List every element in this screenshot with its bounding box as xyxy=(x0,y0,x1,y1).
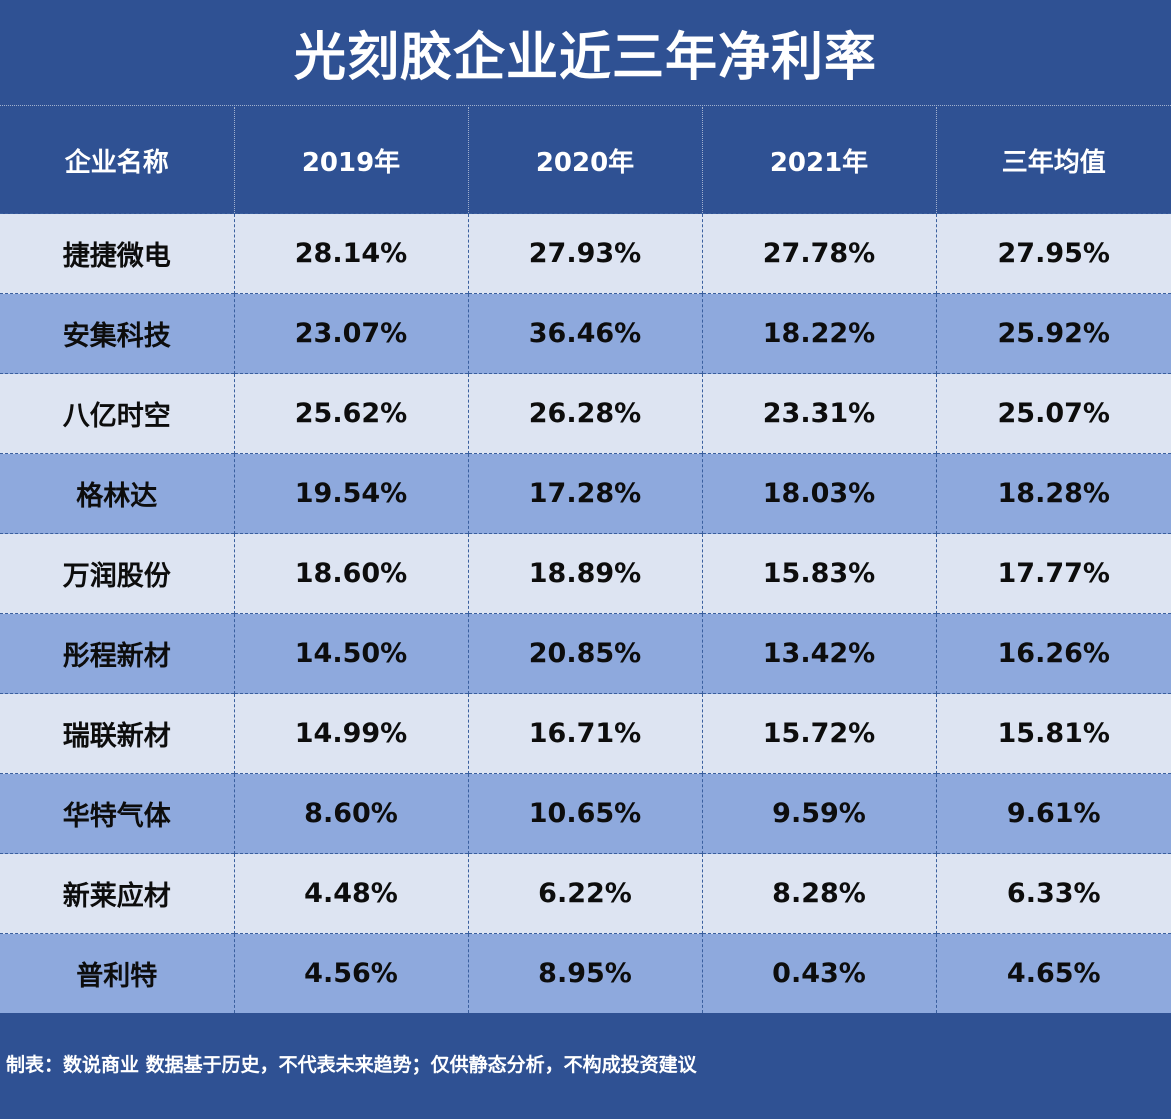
value-2020-cell: 10.65% xyxy=(467,773,702,854)
column-header-2020: 2020年 xyxy=(467,107,702,214)
value-average-cell: 18.28% xyxy=(935,453,1171,534)
value-average-cell: 9.61% xyxy=(935,773,1171,854)
value-average-cell: 27.95% xyxy=(935,213,1171,294)
table-row: 八亿时空 25.62% 26.28% 23.31% 25.07% xyxy=(0,373,1171,454)
value-2021-cell: 0.43% xyxy=(701,933,936,1013)
value-2019-cell: 19.54% xyxy=(233,453,468,534)
table-body: 捷捷微电 28.14% 27.93% 27.78% 27.95% 安集科技 23.07% 36… xyxy=(0,213,1171,1013)
table-row: 捷捷微电 28.14% 27.93% 27.78% 27.95% xyxy=(0,213,1171,294)
data-table: 企业名称 2019年 2020年 2021年 三年均值 捷捷微电 28.14% 27… xyxy=(0,107,1171,1013)
value-2020-cell: 6.22% xyxy=(467,853,702,934)
value-2021-cell: 23.31% xyxy=(701,373,936,454)
value-2020-cell: 18.89% xyxy=(467,533,702,614)
table-row: 瑞联新材 14.99% 16.71% 15.72% 15.81% xyxy=(0,693,1171,774)
chart-title: 光刻胶企业近三年净利率 xyxy=(293,28,877,88)
column-header-2019: 2019年 xyxy=(233,107,468,214)
table-header-row: 企业名称 2019年 2020年 2021年 三年均值 xyxy=(0,107,1171,214)
company-name-cell: 安集科技 xyxy=(0,293,234,374)
table-row: 安集科技 23.07% 36.46% 18.22% 25.92% xyxy=(0,293,1171,374)
value-2019-cell: 18.60% xyxy=(233,533,468,614)
value-2020-cell: 20.85% xyxy=(467,613,702,694)
value-2019-cell: 28.14% xyxy=(233,213,468,294)
company-name-cell: 彤程新材 xyxy=(0,613,234,694)
table-row: 万润股份 18.60% 18.89% 15.83% 17.77% xyxy=(0,533,1171,614)
value-2020-cell: 16.71% xyxy=(467,693,702,774)
company-name-cell: 新莱应材 xyxy=(0,853,234,934)
company-name-cell: 万润股份 xyxy=(0,533,234,614)
company-name-cell: 瑞联新材 xyxy=(0,693,234,774)
value-2021-cell: 18.22% xyxy=(701,293,936,374)
value-2021-cell: 9.59% xyxy=(701,773,936,854)
table-row: 彤程新材 14.50% 20.85% 13.42% 16.26% xyxy=(0,613,1171,694)
value-2019-cell: 8.60% xyxy=(233,773,468,854)
value-average-cell: 16.26% xyxy=(935,613,1171,694)
value-2021-cell: 13.42% xyxy=(701,613,936,694)
value-2020-cell: 17.28% xyxy=(467,453,702,534)
value-2019-cell: 4.56% xyxy=(233,933,468,1013)
value-2019-cell: 14.50% xyxy=(233,613,468,694)
table-row: 普利特 4.56% 8.95% 0.43% 4.65% xyxy=(0,933,1171,1013)
title-bar: 光刻胶企业近三年净利率 xyxy=(0,0,1171,106)
value-2019-cell: 23.07% xyxy=(233,293,468,374)
value-2020-cell: 26.28% xyxy=(467,373,702,454)
value-2021-cell: 8.28% xyxy=(701,853,936,934)
value-average-cell: 15.81% xyxy=(935,693,1171,774)
value-2019-cell: 25.62% xyxy=(233,373,468,454)
value-2019-cell: 14.99% xyxy=(233,693,468,774)
value-2019-cell: 4.48% xyxy=(233,853,468,934)
value-2020-cell: 27.93% xyxy=(467,213,702,294)
value-average-cell: 25.07% xyxy=(935,373,1171,454)
company-name-cell: 普利特 xyxy=(0,933,234,1013)
table-row: 新莱应材 4.48% 6.22% 8.28% 6.33% xyxy=(0,853,1171,934)
table-row: 华特气体 8.60% 10.65% 9.59% 9.61% xyxy=(0,773,1171,854)
value-2020-cell: 8.95% xyxy=(467,933,702,1013)
value-average-cell: 25.92% xyxy=(935,293,1171,374)
table-row: 格林达 19.54% 17.28% 18.03% 18.28% xyxy=(0,453,1171,534)
column-header-average: 三年均值 xyxy=(935,107,1171,214)
value-average-cell: 4.65% xyxy=(935,933,1171,1013)
company-name-cell: 捷捷微电 xyxy=(0,213,234,294)
company-name-cell: 华特气体 xyxy=(0,773,234,854)
value-average-cell: 6.33% xyxy=(935,853,1171,934)
column-header-company: 企业名称 xyxy=(0,107,234,214)
company-name-cell: 八亿时空 xyxy=(0,373,234,454)
value-2021-cell: 27.78% xyxy=(701,213,936,294)
column-header-2021: 2021年 xyxy=(701,107,936,214)
value-2020-cell: 36.46% xyxy=(467,293,702,374)
value-2021-cell: 15.72% xyxy=(701,693,936,774)
value-2021-cell: 18.03% xyxy=(701,453,936,534)
company-name-cell: 格林达 xyxy=(0,453,234,534)
source-note: 制表：数说商业 数据基于历史，不代表未来趋势；仅供静态分析，不构成投资建议 xyxy=(6,1054,697,1076)
value-average-cell: 17.77% xyxy=(935,533,1171,614)
value-2021-cell: 15.83% xyxy=(701,533,936,614)
